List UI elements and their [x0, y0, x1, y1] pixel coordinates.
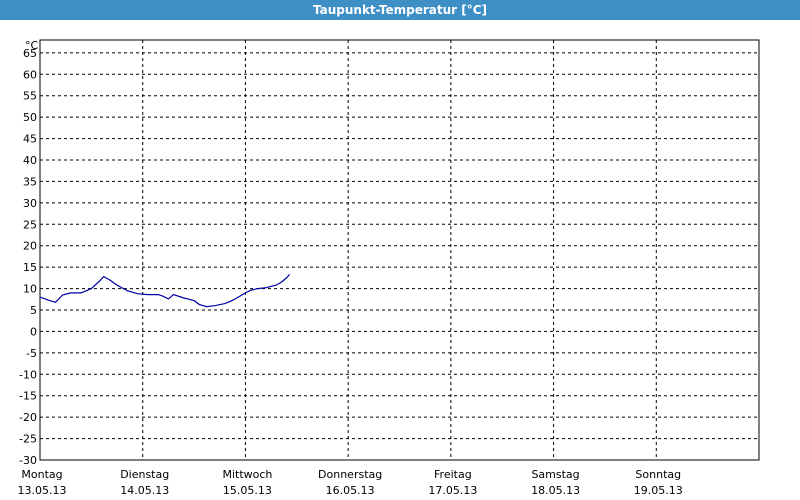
- x-tick-day: Montag: [21, 468, 62, 481]
- y-tick-label: 10: [23, 283, 37, 296]
- y-tick-label: 65: [23, 47, 37, 60]
- y-axis: °C65605550454035302520151050-5-10-15-20-…: [19, 39, 38, 467]
- x-tick-date: 15.05.13: [223, 484, 272, 497]
- x-tick-date: 18.05.13: [531, 484, 580, 497]
- y-tick-label: -25: [19, 433, 37, 446]
- y-tick-label: -5: [26, 347, 37, 360]
- x-tick-day: Donnerstag: [318, 468, 382, 481]
- series-line: [39, 274, 291, 308]
- y-tick-label: 15: [23, 261, 37, 274]
- y-tick-label: 35: [23, 175, 37, 188]
- x-tick-day: Samstag: [531, 468, 579, 481]
- dew-point-chart: °C65605550454035302520151050-5-10-15-20-…: [18, 39, 760, 497]
- x-tick-date: 17.05.13: [428, 484, 477, 497]
- x-tick-day: Freitag: [434, 468, 472, 481]
- y-tick-label: 55: [23, 90, 37, 103]
- y-tick-label: 60: [23, 68, 37, 81]
- grid-lines: [40, 40, 759, 460]
- series-layer: [39, 274, 291, 308]
- y-tick-label: 0: [30, 325, 37, 338]
- chart-title: Taupunkt-Temperatur [°C]: [0, 0, 800, 20]
- y-tick-label: -30: [19, 454, 37, 467]
- x-tick-day: Mittwoch: [222, 468, 272, 481]
- plot-frame: [39, 39, 760, 461]
- x-tick-day: Sonntag: [635, 468, 681, 481]
- x-tick-date: 14.05.13: [120, 484, 169, 497]
- x-tick-day: Dienstag: [120, 468, 169, 481]
- x-tick-date: 13.05.13: [18, 484, 67, 497]
- y-tick-label: -15: [19, 390, 37, 403]
- y-tick-label: -10: [19, 368, 37, 381]
- y-tick-label: -20: [19, 411, 37, 424]
- x-axis: Montag 13.05.13 Dienstag 14.05.13 Mittwoch 15…: [18, 468, 683, 497]
- y-tick-label: 30: [23, 197, 37, 210]
- y-tick-label: 20: [23, 240, 37, 253]
- y-tick-label: 40: [23, 154, 37, 167]
- x-tick-date: 19.05.13: [634, 484, 683, 497]
- y-tick-label: 5: [30, 304, 37, 317]
- y-tick-label: 25: [23, 218, 37, 231]
- y-unit-label: °C: [25, 39, 39, 52]
- y-tick-label: 50: [23, 111, 37, 124]
- y-tick-label: 45: [23, 133, 37, 146]
- x-tick-date: 16.05.13: [326, 484, 375, 497]
